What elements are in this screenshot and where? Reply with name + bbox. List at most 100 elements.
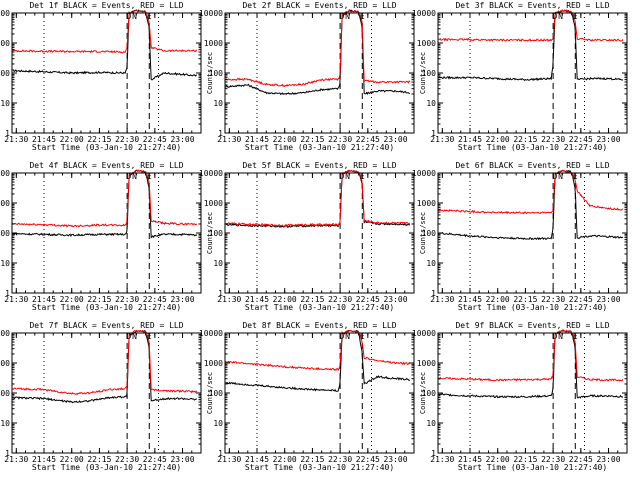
y-axis-label: Counts/sec (206, 52, 214, 94)
panel-title: Det 5f BLACK = Events, RED = LLD (242, 161, 396, 170)
events-series-line (12, 9, 198, 81)
x-tick-label: 22:45 (356, 135, 380, 144)
events-series-line (12, 169, 198, 239)
y-tick-label: 10000 (0, 169, 10, 178)
x-tick-label: 22:00 (273, 295, 297, 304)
x-axis-label: Start Time (03-Jan-10 21:27:40) (32, 303, 181, 312)
x-tick-label: 22:00 (60, 295, 84, 304)
event-marker-letter: N (558, 12, 563, 21)
x-tick-label: 21:30 (430, 135, 454, 144)
x-tick-label: 22:30 (328, 135, 352, 144)
panel-title: Det 9f BLACK = Events, RED = LLD (455, 321, 609, 330)
lld-series-line (12, 9, 198, 54)
event-marker-letter: D (127, 12, 132, 21)
plot-frame (224, 172, 415, 294)
x-tick-label: 21:30 (4, 295, 28, 304)
y-tick-label: 100 (422, 69, 437, 78)
lld-series-line (438, 169, 624, 215)
x-tick-label: 21:45 (32, 455, 56, 464)
y-tick-label: 10 (0, 259, 10, 268)
x-tick-label: 21:30 (430, 455, 454, 464)
x-tick-label: 23:00 (383, 295, 407, 304)
y-tick-label: 1000 (204, 199, 223, 208)
plot-frame (437, 172, 628, 294)
x-tick-label: 22:00 (486, 295, 510, 304)
events-series-line (438, 329, 624, 399)
event-marker-letter: N (132, 172, 137, 181)
plot-frame (437, 332, 628, 454)
panel-title: Det 2f BLACK = Events, RED = LLD (242, 1, 396, 10)
plot-frame (11, 332, 202, 454)
y-tick-label: 10 (426, 259, 436, 268)
x-tick-label: 21:45 (458, 135, 482, 144)
event-marker-letter: E (147, 172, 152, 181)
x-tick-label: 22:30 (541, 295, 565, 304)
y-tick-label: 1000 (0, 39, 10, 48)
panel-title: Det 4f BLACK = Events, RED = LLD (29, 161, 183, 170)
x-tick-label: 23:00 (596, 295, 620, 304)
y-axis-label: Counts/sec (206, 212, 214, 254)
event-marker-letter: D (127, 172, 132, 181)
lld-series-line (225, 9, 411, 88)
event-marker-letter: D (340, 12, 345, 21)
y-tick-label: 100 (422, 229, 437, 238)
plot-frame (437, 12, 628, 134)
y-tick-label: 100 (0, 69, 10, 78)
event-marker-letter: D (553, 12, 558, 21)
x-tick-label: 22:00 (486, 135, 510, 144)
panel-title: Det 7f BLACK = Events, RED = LLD (29, 321, 183, 330)
event-marker-letter: N (345, 332, 350, 341)
x-tick-label: 21:30 (217, 295, 241, 304)
x-tick-label: 21:30 (430, 295, 454, 304)
x-tick-label: 21:45 (32, 135, 56, 144)
x-tick-label: 22:30 (115, 295, 139, 304)
y-tick-label: 1 (218, 129, 223, 138)
y-tick-label: 100 (209, 229, 224, 238)
lld-series-line (12, 329, 198, 396)
panel-title: Det 3f BLACK = Events, RED = LLD (455, 1, 609, 10)
lld-series-line (438, 9, 624, 42)
y-tick-label: 10000 (412, 9, 436, 18)
y-tick-label: 10 (0, 99, 10, 108)
y-tick-label: 1000 (0, 359, 10, 368)
x-tick-label: 22:30 (328, 295, 352, 304)
x-tick-label: 22:15 (513, 135, 537, 144)
y-tick-label: 10 (213, 419, 223, 428)
events-series-line (225, 169, 411, 229)
x-tick-label: 21:45 (245, 135, 269, 144)
x-tick-label: 22:15 (513, 295, 537, 304)
y-tick-label: 100 (0, 389, 10, 398)
x-tick-label: 21:30 (217, 455, 241, 464)
y-tick-label: 1 (431, 129, 436, 138)
x-tick-label: 22:15 (300, 135, 324, 144)
x-tick-label: 21:45 (458, 295, 482, 304)
x-tick-label: 23:00 (383, 455, 407, 464)
event-marker-letter: D (553, 172, 558, 181)
y-tick-label: 10000 (412, 169, 436, 178)
event-marker-letter: D (340, 172, 345, 181)
event-marker-letter: D (553, 332, 558, 341)
event-marker-letter: N (345, 172, 350, 181)
x-tick-label: 23:00 (596, 455, 620, 464)
event-marker-letter: E (147, 332, 152, 341)
lld-series-line (225, 330, 411, 372)
x-tick-label: 22:30 (115, 455, 139, 464)
y-tick-label: 10 (426, 99, 436, 108)
y-tick-label: 10 (426, 419, 436, 428)
x-axis-label: Start Time (03-Jan-10 21:27:40) (32, 143, 181, 152)
x-tick-label: 23:00 (170, 455, 194, 464)
x-tick-label: 21:30 (217, 135, 241, 144)
y-tick-label: 1000 (417, 199, 436, 208)
x-axis-label: Start Time (03-Jan-10 21:27:40) (245, 463, 394, 472)
x-axis-label: Start Time (03-Jan-10 21:27:40) (245, 143, 394, 152)
x-tick-label: 22:00 (486, 455, 510, 464)
x-tick-label: 22:30 (541, 135, 565, 144)
x-tick-label: 21:45 (245, 455, 269, 464)
y-axis-label: Counts/sec (419, 52, 427, 94)
x-tick-label: 22:15 (87, 135, 111, 144)
event-marker-letter: N (558, 332, 563, 341)
